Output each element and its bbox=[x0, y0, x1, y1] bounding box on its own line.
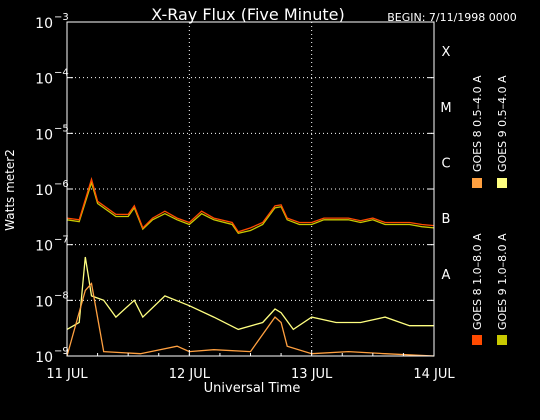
y-tick-exponent: −3 bbox=[54, 12, 69, 23]
y-tick-label: 10 bbox=[35, 239, 53, 255]
legend-label-goes8-long: GOES 8 1.0–8.0 A bbox=[471, 233, 484, 330]
y-tick-label: 10 bbox=[35, 16, 53, 32]
chart-title: X-Ray Flux (Five Minute) bbox=[151, 5, 344, 24]
plot-frame bbox=[66, 21, 435, 357]
x-ticks: 11 JUL 12 JUL 13 JUL 14 JUL bbox=[46, 350, 455, 382]
y-tick-exponent: −8 bbox=[54, 290, 69, 301]
legend-label-goes9-long: GOES 9 1.0–8.0 A bbox=[496, 233, 509, 330]
legend-item-goes9-long: GOES 9 1.0–8.0 A bbox=[496, 233, 509, 345]
x-axis-label: Universal Time bbox=[204, 381, 301, 396]
y-tick-exponent: −4 bbox=[54, 68, 69, 79]
legend-item-goes8-short: GOES 8 0.5–4.0 A bbox=[471, 75, 484, 188]
series-line-3 bbox=[66, 180, 435, 235]
flare-class-label: X bbox=[442, 45, 451, 60]
x-tick-label: 13 JUL bbox=[291, 367, 333, 382]
series-line-0 bbox=[66, 176, 435, 233]
x-tick-label: 12 JUL bbox=[169, 367, 211, 382]
series-layer bbox=[66, 176, 435, 357]
legend: GOES 8 1.0–8.0 A GOES 9 1.0–8.0 A GOES 8… bbox=[471, 75, 509, 345]
legend-swatch-goes9-short bbox=[497, 178, 507, 188]
y-tick-exponent: −5 bbox=[54, 123, 69, 134]
flare-class-label: B bbox=[442, 212, 451, 227]
y-tick-exponent: −7 bbox=[54, 235, 69, 246]
legend-swatch-goes8-short bbox=[472, 178, 482, 188]
y-tick-label: 10 bbox=[35, 72, 53, 88]
y-axis-label: Watts meter2 bbox=[3, 149, 17, 231]
x-tick-label: 11 JUL bbox=[46, 367, 88, 382]
y-tick-label: 10 bbox=[35, 294, 53, 310]
legend-label-goes9-short: GOES 9 0.5–4.0 A bbox=[496, 75, 509, 172]
flare-class-label: A bbox=[442, 268, 451, 283]
series-line-2 bbox=[66, 256, 434, 331]
legend-swatch-goes9-long bbox=[497, 335, 507, 345]
legend-label-goes8-short: GOES 8 0.5–4.0 A bbox=[471, 75, 484, 172]
y-ticks: 10−910−810−710−610−510−410−3 bbox=[35, 12, 434, 366]
legend-item-goes8-long: GOES 8 1.0–8.0 A bbox=[471, 233, 484, 345]
legend-swatch-goes8-long bbox=[472, 335, 482, 345]
x-tick-label: 14 JUL bbox=[413, 367, 455, 382]
legend-item-goes9-short: GOES 9 0.5–4.0 A bbox=[496, 75, 509, 188]
y-tick-exponent: −9 bbox=[54, 346, 69, 357]
flare-class-label: M bbox=[440, 101, 451, 116]
y-tick-exponent: −6 bbox=[54, 179, 69, 190]
y-tick-label: 10 bbox=[35, 350, 53, 366]
series-line-1 bbox=[66, 282, 435, 357]
begin-label: BEGIN: 7/11/1998 0000 bbox=[387, 11, 517, 24]
y-tick-label: 10 bbox=[35, 127, 53, 143]
y-tick-label: 10 bbox=[35, 183, 53, 199]
flare-class-labels: A B C M X bbox=[440, 45, 451, 283]
grid-layer bbox=[67, 22, 434, 356]
flare-class-label: C bbox=[441, 156, 450, 171]
